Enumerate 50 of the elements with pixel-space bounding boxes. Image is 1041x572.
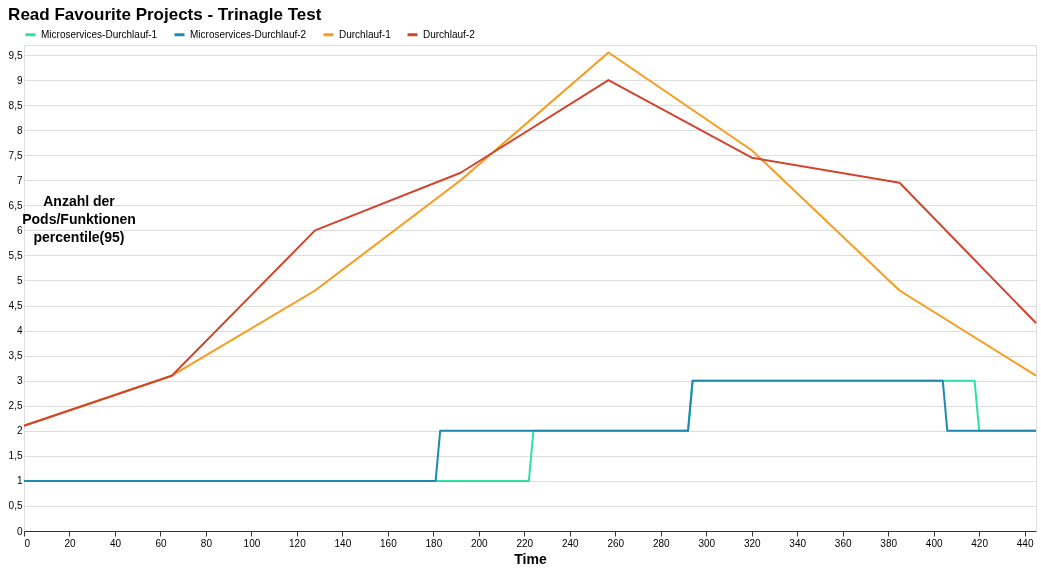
x-tick-label: 80 [200,537,213,549]
y-tick-label: 8 [16,124,23,136]
y-tick-label: 2,5 [8,400,23,412]
y-tick-label: 2 [16,425,23,437]
x-tick-label: 220 [516,537,534,549]
y-tick-label: 9 [16,74,23,86]
y-tick-label: 0 [16,525,23,537]
x-tick-label: 40 [109,537,122,549]
y-tick-label: 7,5 [8,149,23,161]
y-tick-label: 7 [16,174,23,186]
x-tick-label: 400 [925,537,943,549]
x-tick-label: 140 [334,537,352,549]
legend-label: Durchlauf-1 [339,28,392,40]
y-axis-title: Anzahl der Pods/Funktionen percentile(95) [22,193,136,245]
x-axis-title: Time [514,550,547,567]
x-tick-label: 260 [607,537,625,549]
x-tick-label: 420 [971,537,989,549]
x-tick-label: 0 [24,537,31,549]
y-tick-label: 5 [16,274,23,286]
x-tick-label: 100 [243,537,261,549]
chart-title: Read Favourite Projects - Trinagle Test [8,5,322,24]
x-tick-label: 60 [155,537,167,549]
y-tick-label: 1 [16,475,23,487]
legend-label: Durchlauf-2 [423,28,476,40]
x-tick-label: 120 [289,537,307,549]
y-tick-label: 3,5 [8,350,23,362]
y-tick-label: 4,5 [8,300,23,312]
legend-label: Microservices-Durchlauf-1 [41,28,158,40]
x-tick-label: 180 [425,537,443,549]
x-tick-label: 300 [698,537,716,549]
x-tick-label: 360 [834,537,852,549]
y-tick-label: 0,5 [8,500,23,512]
x-tick-label: 160 [380,537,398,549]
x-tick-label: 240 [561,537,580,549]
y-tick-label: 5,5 [8,249,23,261]
y-tick-label: 1,5 [8,450,23,462]
x-tick-label: 380 [880,537,898,549]
x-tick-label: 340 [789,537,807,549]
x-tick-label: 440 [1016,537,1034,549]
y-tick-label: 3 [16,375,23,387]
x-tick-label: 20 [64,537,76,549]
y-tick-label: 9,5 [8,49,23,61]
y-tick-label: 8,5 [8,99,23,111]
y-tick-label: 6 [16,224,23,236]
y-tick-label: 4 [16,325,23,337]
x-tick-label: 320 [743,537,762,549]
legend-label: Microservices-Durchlauf-2 [190,28,307,40]
x-tick-label: 280 [652,537,671,549]
x-tick-label: 200 [470,537,489,549]
y-tick-label: 6,5 [8,199,23,211]
